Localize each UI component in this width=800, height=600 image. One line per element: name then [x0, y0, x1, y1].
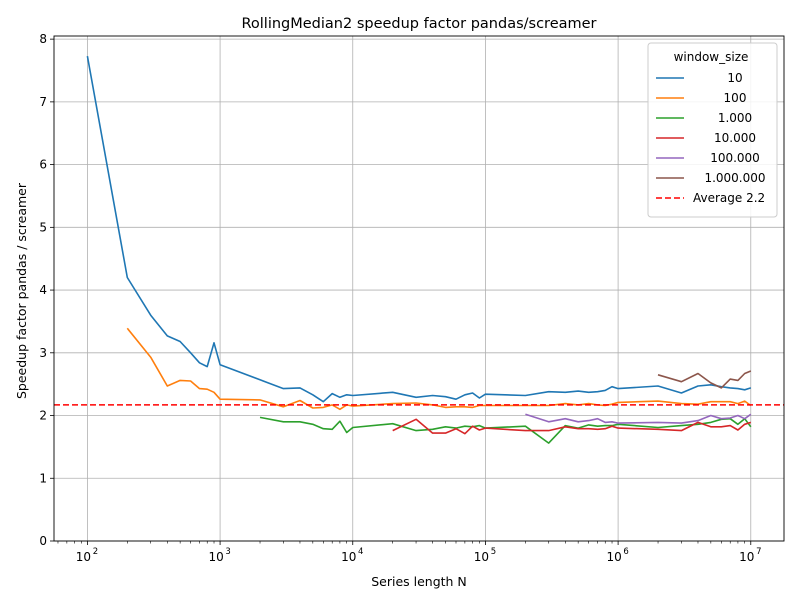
legend-label: 100.000	[710, 151, 760, 165]
series-line-100000	[525, 413, 752, 424]
series-line-10	[86, 55, 752, 403]
x-tick-exponent: 4	[358, 547, 363, 557]
data-series	[54, 55, 784, 444]
series-line-1000000	[657, 370, 752, 389]
y-axis-label: Speedup factor pandas / screamer	[14, 182, 29, 399]
y-tick-label: 7	[39, 95, 47, 109]
grid	[54, 36, 784, 542]
y-tick-label: 0	[39, 534, 47, 548]
y-tick-label: 6	[39, 158, 47, 172]
x-tick-label: 10	[606, 550, 621, 564]
series-line-10000	[392, 418, 752, 435]
y-tick-label: 8	[39, 32, 47, 46]
y-tick-label: 1	[39, 471, 47, 485]
legend: window_size 10 100 1.000 10.000 100.000 1.000…	[647, 42, 778, 218]
legend-label: Average 2.2	[693, 191, 765, 205]
x-tick-exponent: 7	[756, 547, 761, 557]
legend-label: 10.000	[714, 131, 756, 145]
legend-title: window_size	[674, 50, 749, 64]
legend-label: 10	[727, 71, 742, 85]
legend-label: 100	[724, 91, 747, 105]
plot-frame	[53, 35, 785, 542]
x-tick-exponent: 3	[225, 547, 230, 557]
x-tick-label: 10	[739, 550, 754, 564]
chart-title: RollingMedian2 speedup factor pandas/scr…	[241, 16, 596, 32]
legend-label: 1.000.000	[704, 171, 765, 185]
legend-box	[647, 42, 778, 218]
series-line-100	[126, 327, 752, 411]
y-tick-label: 2	[39, 409, 47, 423]
y-tick-label: 4	[39, 283, 47, 297]
x-axis-label: Series length N	[371, 574, 467, 589]
y-tick-label: 3	[39, 346, 47, 360]
series-line-1000	[259, 416, 752, 444]
x-tick-exponent: 5	[491, 547, 496, 557]
x-tick-exponent: 2	[93, 547, 98, 557]
x-tick-label: 10	[208, 550, 223, 564]
x-tick-exponent: 6	[623, 547, 628, 557]
x-tick-label: 10	[76, 550, 91, 564]
legend-label: 1.000	[718, 111, 752, 125]
y-tick-label: 5	[39, 220, 47, 234]
x-tick-label: 10	[341, 550, 356, 564]
x-tick-label: 10	[474, 550, 489, 564]
